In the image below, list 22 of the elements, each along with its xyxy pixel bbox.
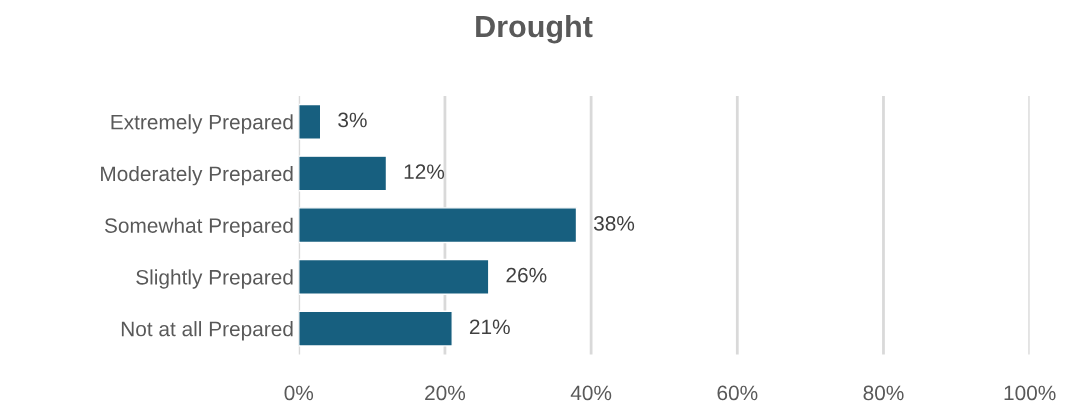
bar	[298, 258, 490, 295]
y-tick-label: Somewhat Prepared	[104, 217, 293, 238]
x-tick-label: 60%	[717, 385, 758, 401]
x-tick-label: 0%	[284, 385, 314, 401]
data-label: 21%	[469, 319, 510, 335]
y-tick-label: Extremely Prepared	[111, 114, 293, 134]
data-label: 3%	[338, 112, 367, 128]
x-tick-label: 40%	[570, 385, 612, 401]
data-label: 38%	[593, 216, 635, 231]
y-tick-label: Not at all Prepared	[121, 321, 293, 341]
chart-title: Drought	[476, 14, 593, 44]
bar	[298, 103, 322, 140]
bar	[298, 207, 578, 244]
x-tick-label: 100%	[1004, 385, 1056, 401]
data-label: 26%	[506, 267, 547, 283]
data-label: 12%	[404, 164, 445, 179]
y-tick-label: Slightly Prepared	[136, 269, 293, 289]
bar	[298, 155, 388, 192]
x-tick-label: 80%	[863, 385, 904, 401]
x-tick-label: 20%	[425, 385, 466, 401]
bar	[298, 310, 453, 347]
y-tick-label: Moderately Prepared	[101, 165, 293, 186]
